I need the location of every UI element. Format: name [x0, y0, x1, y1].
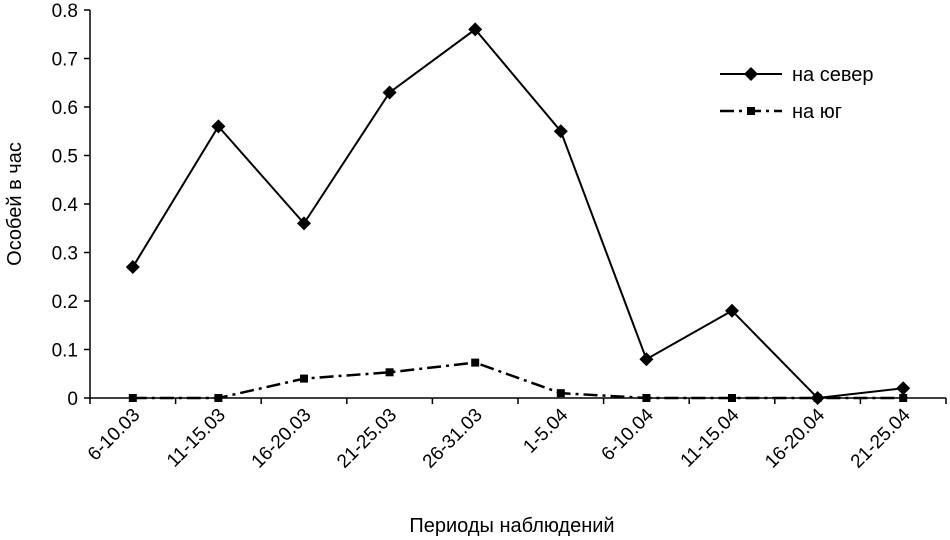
data-point [896, 381, 911, 396]
y-axis: 0 0.1 0.2 0.3 0.4 0.5 0.6 0.7 0.8 [52, 1, 91, 410]
legend: на север на юг [720, 64, 874, 123]
data-point [300, 374, 308, 383]
legend-label-north: на север [792, 64, 874, 86]
y-tick-label: 0.4 [52, 195, 79, 216]
y-tick-label: 0 [67, 389, 78, 410]
data-point [382, 85, 397, 100]
x-axis-title: Периоды наблюдений [409, 515, 614, 537]
series-line [131, 28, 904, 400]
x-tick-label: 11-15.04 [677, 404, 744, 471]
x-tick-label: 16-20.03 [248, 405, 316, 473]
x-tick-label: 6-10.04 [598, 404, 659, 465]
data-point [728, 394, 736, 402]
x-tick-label: 21-25.04 [847, 404, 915, 472]
data-point [642, 394, 651, 402]
x-tick-label: 21-25.03 [333, 405, 401, 473]
data-point [468, 22, 483, 37]
data-point [639, 352, 654, 367]
series-north [125, 22, 911, 405]
y-axis-title: Особей в час [4, 142, 26, 266]
data-point [553, 124, 568, 139]
legend-marker-south [747, 107, 755, 115]
data-point [297, 216, 311, 231]
data-point [899, 394, 908, 402]
x-tick-label: 1-5.04 [519, 404, 572, 457]
x-tick-label: 11-15.03 [163, 405, 230, 472]
legend-item-south: на юг [720, 101, 842, 123]
y-tick-label: 0.5 [52, 147, 78, 168]
data-point [813, 394, 822, 402]
y-tick-label: 0.3 [52, 244, 78, 265]
data-point [214, 394, 223, 402]
series-south [128, 358, 908, 402]
data-point [725, 303, 739, 318]
data-point [556, 389, 565, 398]
data-point [385, 368, 394, 377]
series-layer [125, 22, 911, 405]
x-tick-label: 6-10.03 [84, 405, 144, 465]
data-point [211, 119, 226, 134]
data-point [125, 260, 140, 275]
y-tick-label: 0.6 [52, 98, 78, 119]
y-tick-label: 0.8 [52, 1, 78, 22]
x-tick-label: 26-31.03 [419, 405, 487, 473]
x-axis: 6-10.03 11-15.03 16-20.03 21-25.03 26-31.03 1… [84, 397, 947, 473]
y-tick-label: 0.7 [52, 50, 78, 71]
x-tick-label: 16-20.04 [761, 404, 829, 472]
data-point [128, 394, 137, 402]
series-line [132, 361, 904, 400]
legend-label-south: на юг [792, 101, 842, 123]
y-tick-label: 0.1 [52, 341, 78, 362]
legend-item-north: на север [720, 64, 874, 86]
data-point [471, 358, 480, 367]
legend-marker-north [744, 67, 758, 81]
y-tick-label: 0.2 [52, 292, 78, 313]
